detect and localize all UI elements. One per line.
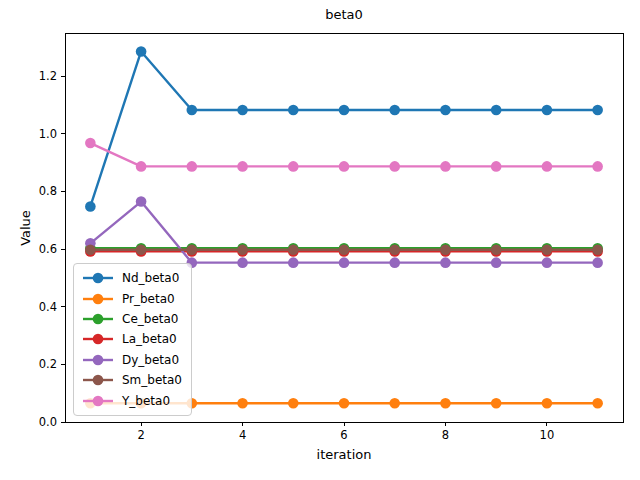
series-marker-Y_beta0	[592, 161, 603, 172]
series-marker-Nd_beta0	[592, 105, 603, 116]
series-marker-Y_beta0	[542, 161, 553, 172]
x-tick-label: 6	[340, 428, 347, 442]
series-marker-Y_beta0	[288, 161, 299, 172]
legend-label-Pr_beta0: Pr_beta0	[122, 293, 175, 305]
series-marker-Dy_beta0	[542, 257, 553, 268]
series-marker-Dy_beta0	[491, 257, 502, 268]
series-marker-Y_beta0	[339, 161, 350, 172]
series-marker-Nd_beta0	[542, 105, 553, 116]
legend-swatch-Dy_beta0	[82, 353, 114, 367]
series-marker-Nd_beta0	[389, 105, 400, 116]
series-marker-Sm_beta0	[440, 244, 451, 255]
legend-swatch-Ce_beta0	[82, 312, 114, 326]
x-tick-label: 2	[137, 428, 144, 442]
series-marker-Dy_beta0	[389, 257, 400, 268]
y-tick-label: 0.2	[39, 357, 57, 371]
y-tick-label: 0.6	[39, 242, 57, 256]
legend-item-Pr_beta0: Pr_beta0	[82, 288, 182, 308]
series-marker-Sm_beta0	[592, 244, 603, 255]
x-tick-label: 4	[239, 428, 246, 442]
series-marker-Dy_beta0	[592, 257, 603, 268]
series-marker-Y_beta0	[136, 161, 147, 172]
series-marker-Sm_beta0	[491, 244, 502, 255]
series-marker-Y_beta0	[85, 138, 96, 149]
series-marker-Y_beta0	[187, 161, 198, 172]
legend-label-La_beta0: La_beta0	[122, 333, 177, 345]
series-marker-Y_beta0	[389, 161, 400, 172]
legend-item-La_beta0: La_beta0	[82, 329, 182, 349]
legend-item-Dy_beta0: Dy_beta0	[82, 350, 182, 370]
series-marker-Sm_beta0	[237, 244, 248, 255]
series-marker-Nd_beta0	[339, 105, 350, 116]
legend-label-Nd_beta0: Nd_beta0	[122, 272, 179, 284]
series-marker-Pr_beta0	[592, 398, 603, 409]
legend: Nd_beta0 Pr_beta0 Ce_beta0 La_beta0 Dy_beta0…	[73, 263, 192, 416]
series-marker-Dy_beta0	[237, 257, 248, 268]
y-tick-label: 1.2	[39, 69, 57, 83]
series-marker-Y_beta0	[440, 161, 451, 172]
series-marker-Nd_beta0	[136, 46, 147, 57]
series-marker-Pr_beta0	[542, 398, 553, 409]
series-marker-Sm_beta0	[389, 244, 400, 255]
series-marker-Pr_beta0	[389, 398, 400, 409]
series-marker-Pr_beta0	[339, 398, 350, 409]
series-marker-Pr_beta0	[288, 398, 299, 409]
series-marker-Sm_beta0	[288, 244, 299, 255]
series-marker-Pr_beta0	[491, 398, 502, 409]
legend-item-Sm_beta0: Sm_beta0	[82, 370, 182, 390]
legend-item-Y_beta0: Y_beta0	[82, 390, 182, 410]
legend-item-Nd_beta0: Nd_beta0	[82, 268, 182, 288]
y-tick-label: 0.0	[39, 415, 57, 429]
legend-label-Dy_beta0: Dy_beta0	[122, 354, 179, 366]
series-marker-Y_beta0	[491, 161, 502, 172]
legend-swatch-La_beta0	[82, 332, 114, 346]
series-marker-Sm_beta0	[542, 244, 553, 255]
series-marker-Nd_beta0	[85, 201, 96, 212]
series-marker-Nd_beta0	[288, 105, 299, 116]
series-marker-Nd_beta0	[491, 105, 502, 116]
legend-swatch-Nd_beta0	[82, 271, 114, 285]
legend-label-Sm_beta0: Sm_beta0	[122, 374, 182, 386]
series-marker-Nd_beta0	[187, 105, 198, 116]
series-marker-Pr_beta0	[440, 398, 451, 409]
legend-swatch-Pr_beta0	[82, 292, 114, 306]
series-marker-Sm_beta0	[339, 244, 350, 255]
legend-swatch-Y_beta0	[82, 394, 114, 408]
series-marker-Nd_beta0	[440, 105, 451, 116]
series-marker-Y_beta0	[237, 161, 248, 172]
series-marker-Dy_beta0	[288, 257, 299, 268]
x-axis-label: iteration	[65, 447, 623, 462]
series-line-Nd_beta0	[90, 51, 597, 206]
series-marker-Sm_beta0	[187, 244, 198, 255]
series-marker-Pr_beta0	[237, 398, 248, 409]
x-tick-label: 10	[540, 428, 555, 442]
legend-label-Ce_beta0: Ce_beta0	[122, 313, 178, 325]
chart-title: beta0	[65, 7, 623, 22]
series-marker-Sm_beta0	[136, 244, 147, 255]
x-tick-label: 8	[442, 428, 449, 442]
legend-swatch-Sm_beta0	[82, 373, 114, 387]
figure: 0.00.20.40.60.81.01.2246810 beta0 Value …	[0, 0, 640, 480]
y-tick-label: 0.8	[39, 184, 57, 198]
y-tick-label: 1.0	[39, 127, 57, 141]
series-marker-Dy_beta0	[136, 196, 147, 207]
series-marker-Dy_beta0	[339, 257, 350, 268]
y-tick-label: 0.4	[39, 300, 57, 314]
legend-label-Y_beta0: Y_beta0	[122, 395, 170, 407]
series-marker-Nd_beta0	[237, 105, 248, 116]
series-marker-Dy_beta0	[440, 257, 451, 268]
legend-item-Ce_beta0: Ce_beta0	[82, 309, 182, 329]
series-marker-Sm_beta0	[85, 244, 96, 255]
